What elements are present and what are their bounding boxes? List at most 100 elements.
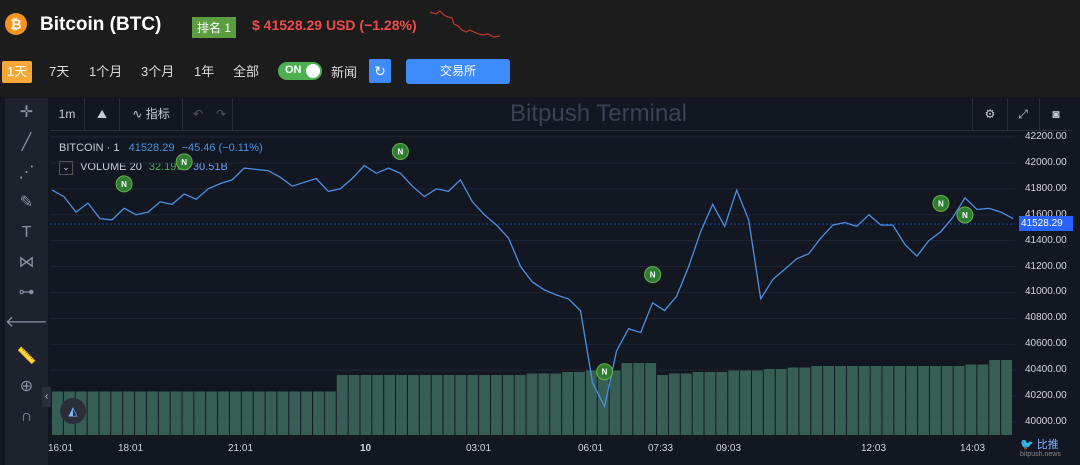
volume-bar <box>111 391 123 435</box>
volume-bar <box>799 367 811 435</box>
volume-bar <box>170 391 182 435</box>
volume-bar <box>229 391 241 435</box>
chart-type-icon[interactable]: ⛰ <box>85 98 120 130</box>
interval-button[interactable]: 1m <box>50 98 85 130</box>
volume-bar <box>574 372 585 435</box>
fib-tool-icon[interactable]: ⋰ <box>18 164 35 181</box>
volume-bar <box>823 366 835 435</box>
volume-value-2: 30.51B <box>192 161 228 173</box>
volume-bar <box>87 391 99 435</box>
price-series-line <box>51 164 1014 409</box>
price-sparkline <box>430 10 500 38</box>
range-7d[interactable]: 7天 <box>49 64 70 79</box>
volume-bar <box>680 373 692 435</box>
screenshot-icon[interactable]: ◙ <box>1052 107 1060 121</box>
range-1y[interactable]: 1年 <box>194 64 215 79</box>
volume-bar <box>479 375 490 435</box>
news-marker[interactable] <box>644 266 662 284</box>
news-label: 新闻 <box>331 65 358 80</box>
volume-bar <box>265 391 277 435</box>
news-marker[interactable] <box>956 206 974 224</box>
collapse-legend-icon[interactable]: ⌄ <box>59 161 73 175</box>
text-icon[interactable]: T <box>21 224 32 241</box>
volume-bar <box>443 375 455 435</box>
volume-bar <box>348 375 360 435</box>
price-tick-label: 41600.00 <box>1025 208 1067 220</box>
volume-bar <box>692 372 704 435</box>
volume-bar <box>431 375 443 435</box>
collapse-toolbar-button[interactable]: ‹ <box>42 387 51 407</box>
price-tick-label: 40000.00 <box>1025 416 1067 427</box>
time-tick-label: 18:01 <box>118 443 144 454</box>
indicators-button[interactable]: ∿ 指标 <box>120 98 183 130</box>
forecast-icon[interactable]: ⊶ <box>18 284 35 301</box>
news-marker[interactable] <box>115 175 133 193</box>
volume-bar <box>490 375 502 435</box>
volume-bar <box>763 369 775 435</box>
news-marker[interactable] <box>596 363 614 381</box>
price-display: $ 41528.29 USD (−1.28%) <box>252 17 417 33</box>
volume-bar <box>182 391 194 435</box>
range-all[interactable]: 全部 <box>233 64 260 79</box>
volume-bar <box>894 366 906 435</box>
refresh-button[interactable]: ↻ <box>369 59 391 83</box>
time-tick-label: 10 <box>360 443 372 454</box>
fullscreen-icon[interactable]: ⤢ <box>1007 98 1040 130</box>
undo-icon[interactable]: ↶ <box>192 107 204 121</box>
price-tick-label: 40600.00 <box>1025 338 1067 350</box>
ruler-icon[interactable]: 📏 <box>16 348 37 365</box>
volume-bar <box>929 366 941 435</box>
tradingview-logo-icon: ◭ <box>60 398 86 424</box>
range-1m[interactable]: 1个月 <box>89 64 123 79</box>
time-tick-label: 09:03 <box>716 443 742 454</box>
volume-bar <box>716 372 728 435</box>
price-tick-label: 40200.00 <box>1025 390 1067 402</box>
crosshair-icon[interactable]: ✛ <box>19 104 34 121</box>
symbol-last: 41528.29 <box>128 142 175 154</box>
zoom-icon[interactable]: ⊕ <box>19 378 34 395</box>
trendline-icon[interactable]: ╱ <box>21 134 32 151</box>
price-tick-label: 40400.00 <box>1025 364 1067 376</box>
volume-bar <box>407 375 419 435</box>
brand-url: bitpush.news <box>1020 451 1061 458</box>
volume-bar <box>206 391 218 435</box>
volume-bar <box>657 375 668 435</box>
volume-bar <box>384 375 396 435</box>
volume-bar <box>301 391 313 435</box>
range-1d[interactable]: 1天 <box>2 61 33 83</box>
news-marker[interactable] <box>391 143 409 160</box>
drawing-toolbar: ✛ ╱ ⋰ ✎ T ⋈ ⊶ 🡐 📏 ⊕ ∩ <box>5 98 48 465</box>
symbol-name: BITCOIN · 1 <box>59 142 120 154</box>
news-toggle[interactable]: ON <box>278 62 322 80</box>
chart-toolbar: 1m ⛰ ∿ 指标 ↶ ↷ ⚙ ⤢ ◙ <box>50 98 1072 131</box>
settings-icon[interactable]: ⚙ <box>972 98 1008 130</box>
price-tick-label: 41400.00 <box>1025 234 1067 246</box>
back-arrow-icon[interactable]: 🡐 <box>5 314 48 331</box>
range-3m[interactable]: 3个月 <box>141 64 175 79</box>
volume-bar <box>645 363 657 435</box>
volume-bar <box>526 373 538 435</box>
refresh-icon: ↻ <box>374 63 386 79</box>
brush-icon[interactable]: ✎ <box>19 194 34 211</box>
exchange-button[interactable]: 交易所 <box>406 59 510 84</box>
time-tick-label: 14:03 <box>960 443 986 454</box>
volume-bar <box>787 367 799 435</box>
volume-bar <box>835 366 846 435</box>
volume-bar <box>562 372 574 435</box>
volume-bar <box>906 366 918 435</box>
redo-icon[interactable]: ↷ <box>210 98 233 130</box>
news-marker-letter: N <box>181 158 187 167</box>
volume-bar <box>846 366 858 435</box>
volume-bar <box>633 363 645 435</box>
price-tick-label: 42000.00 <box>1025 156 1067 168</box>
volume-bar <box>941 366 953 435</box>
pattern-icon[interactable]: ⋈ <box>18 254 35 271</box>
volume-bar <box>360 375 372 435</box>
news-marker[interactable] <box>175 153 193 171</box>
volume-bar <box>146 391 158 435</box>
volume-bar <box>372 375 384 435</box>
volume-bar <box>336 375 348 435</box>
price-chart[interactable]: N N N N N N N <box>50 131 1080 465</box>
news-marker[interactable] <box>932 194 950 212</box>
magnet-icon[interactable]: ∩ <box>20 408 33 425</box>
